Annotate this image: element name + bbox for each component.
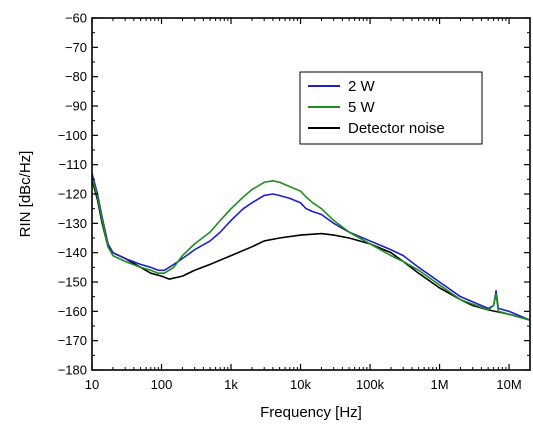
y-tick-label: −90 bbox=[65, 99, 87, 114]
series-line-5-w bbox=[92, 176, 530, 321]
y-tick-label: −100 bbox=[58, 128, 87, 143]
x-tick-label: 100k bbox=[356, 377, 385, 392]
legend-label: 2 W bbox=[348, 78, 376, 95]
legend-label: Detector noise bbox=[348, 120, 445, 137]
y-tick-label: −130 bbox=[58, 216, 87, 231]
y-tick-label: −120 bbox=[58, 187, 87, 202]
y-tick-label: −180 bbox=[58, 363, 87, 378]
y-tick-label: −70 bbox=[65, 40, 87, 55]
legend-label: 5 W bbox=[348, 99, 376, 116]
plot-background bbox=[92, 18, 530, 370]
x-tick-label: 10 bbox=[85, 377, 99, 392]
x-tick-label: 1M bbox=[431, 377, 449, 392]
series-line-2-w bbox=[92, 173, 530, 321]
ticks-layer bbox=[91, 17, 531, 371]
y-tick-label: −160 bbox=[58, 304, 87, 319]
y-tick-label: −150 bbox=[58, 275, 87, 290]
series-layer bbox=[92, 173, 530, 321]
y-tick-label: −110 bbox=[59, 157, 87, 172]
x-tick-label: 10k bbox=[290, 377, 311, 392]
legend: 2 W 5 W Detector noise bbox=[299, 71, 483, 145]
x-tick-label: 10M bbox=[496, 377, 521, 392]
y-axis-title: RIN [dBc/Hz] bbox=[17, 151, 34, 238]
y-tick-label: −170 bbox=[58, 333, 87, 348]
y-tick-label: −80 bbox=[65, 69, 87, 84]
x-tick-label: 1k bbox=[224, 377, 238, 392]
y-tick-label: −140 bbox=[58, 245, 87, 260]
labels-layer: −60 −70 −80 −90 −100 −110 −120 −130 −140 −150 −160… bbox=[58, 11, 522, 393]
x-tick-label: 100 bbox=[151, 377, 173, 392]
y-tick-label: −60 bbox=[65, 11, 87, 26]
x-axis-title: Frequency [Hz] bbox=[260, 404, 362, 421]
